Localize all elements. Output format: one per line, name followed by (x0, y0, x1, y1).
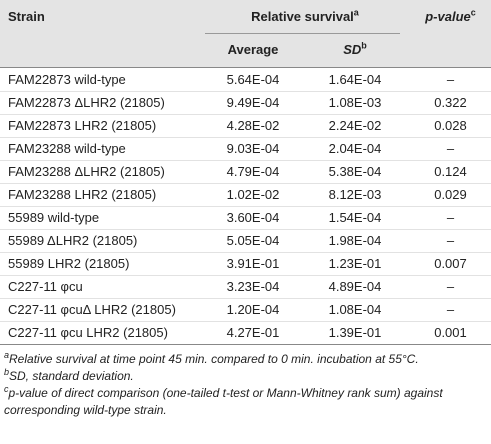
p-value-cell: 0.322 (434, 95, 467, 110)
average-cell: 3.23E-04 (226, 279, 280, 294)
footnote-text: Relative survival at time point 45 min. … (9, 352, 419, 366)
sd-cell: 2.24E-02 (328, 118, 382, 133)
sd-cell: 1.54E-04 (328, 210, 382, 225)
strain-cell: FAM23288 LHR2 (21805) (8, 187, 157, 202)
row-separator (0, 183, 491, 184)
average-cell: 9.03E-04 (226, 141, 280, 156)
row-separator (0, 275, 491, 276)
strain-cell: 55989 ΔLHR2 (21805) (8, 233, 138, 248)
p-value-cell: – (446, 233, 455, 248)
average-cell: 5.64E-04 (226, 72, 280, 87)
footnote-marker: c (470, 7, 476, 18)
strain-cell: FAM22873 LHR2 (21805) (8, 118, 157, 133)
footnote: cp-value of direct comparison (one-taile… (4, 385, 484, 419)
row-separator (0, 321, 491, 322)
row-separator (0, 298, 491, 299)
strain-cell: C227-11 φcu LHR2 (21805) (8, 325, 168, 340)
sd-cell: 1.98E-04 (328, 233, 382, 248)
average-cell: 9.49E-04 (226, 95, 280, 110)
footnote-marker: b (361, 40, 367, 51)
sd-cell: 1.23E-01 (328, 256, 382, 271)
row-separator (0, 91, 491, 92)
sd-cell: 8.12E-03 (328, 187, 382, 202)
p-value-cell: 0.007 (434, 256, 467, 271)
footnote: bSD, standard deviation. (4, 368, 484, 385)
sd-cell: 1.64E-04 (328, 72, 382, 87)
sd-cell: 1.08E-04 (328, 302, 382, 317)
strain-cell: FAM23288 wild-type (8, 141, 126, 156)
strain-cell: 55989 wild-type (8, 210, 100, 225)
strain-cell: FAM23288 ΔLHR2 (21805) (8, 164, 165, 179)
footnote-text: p-value of direct comparison (one-tailed… (4, 386, 443, 417)
rule (0, 67, 491, 68)
row-separator (0, 114, 491, 115)
relative-survival-header: Relative survivala (205, 7, 405, 24)
bottom-rule (0, 344, 491, 345)
footnote: aRelative survival at time point 45 min.… (4, 351, 484, 368)
sd-cell: 1.08E-03 (328, 95, 382, 110)
average-header: Average (227, 42, 279, 57)
row-separator (0, 206, 491, 207)
p-value-header: p-valuec (410, 7, 491, 24)
average-cell: 4.27E-01 (226, 325, 280, 340)
average-cell: 1.02E-02 (226, 187, 280, 202)
header-text: Relative survival (251, 9, 354, 24)
p-value-cell: – (446, 141, 455, 156)
rule (205, 33, 400, 34)
row-separator (0, 137, 491, 138)
average-cell: 5.05E-04 (226, 233, 280, 248)
header-text: SD (343, 42, 362, 57)
sd-cell: 2.04E-04 (328, 141, 382, 156)
p-value-cell: 0.029 (434, 187, 467, 202)
average-cell: 3.60E-04 (226, 210, 280, 225)
sd-cell: 1.39E-01 (328, 325, 382, 340)
average-cell: 3.91E-01 (226, 256, 280, 271)
average-cell: 4.28E-02 (226, 118, 280, 133)
strain-cell: C227-11 φcuΔ LHR2 (21805) (8, 302, 176, 317)
average-cell: 4.79E-04 (226, 164, 280, 179)
strain-cell: 55989 LHR2 (21805) (8, 256, 130, 271)
footnote-marker: a (4, 350, 10, 360)
footnote-marker: c (4, 384, 9, 394)
footnote-marker: a (353, 7, 359, 18)
sd-cell: 5.38E-04 (328, 164, 382, 179)
p-value-cell: – (446, 279, 455, 294)
p-value-cell: – (446, 72, 455, 87)
footnote-text: SD, standard deviation. (9, 369, 134, 383)
footnote-marker: b (4, 367, 10, 377)
row-separator (0, 229, 491, 230)
row-separator (0, 160, 491, 161)
p-value-cell: 0.028 (434, 118, 467, 133)
strain-cell: FAM22873 ΔLHR2 (21805) (8, 95, 165, 110)
p-value-cell: 0.001 (434, 325, 467, 340)
p-value-cell: – (446, 210, 455, 225)
strain-cell: FAM22873 wild-type (8, 72, 126, 87)
p-value-cell: – (446, 302, 455, 317)
average-cell: 1.20E-04 (226, 302, 280, 317)
strain-cell: C227-11 φcu (8, 279, 83, 294)
header-text: p-value (425, 9, 471, 24)
p-value-cell: 0.124 (434, 164, 467, 179)
strain-header: Strain (8, 9, 45, 24)
row-separator (0, 252, 491, 253)
sd-header: SDb (305, 40, 405, 57)
sd-cell: 4.89E-04 (328, 279, 382, 294)
